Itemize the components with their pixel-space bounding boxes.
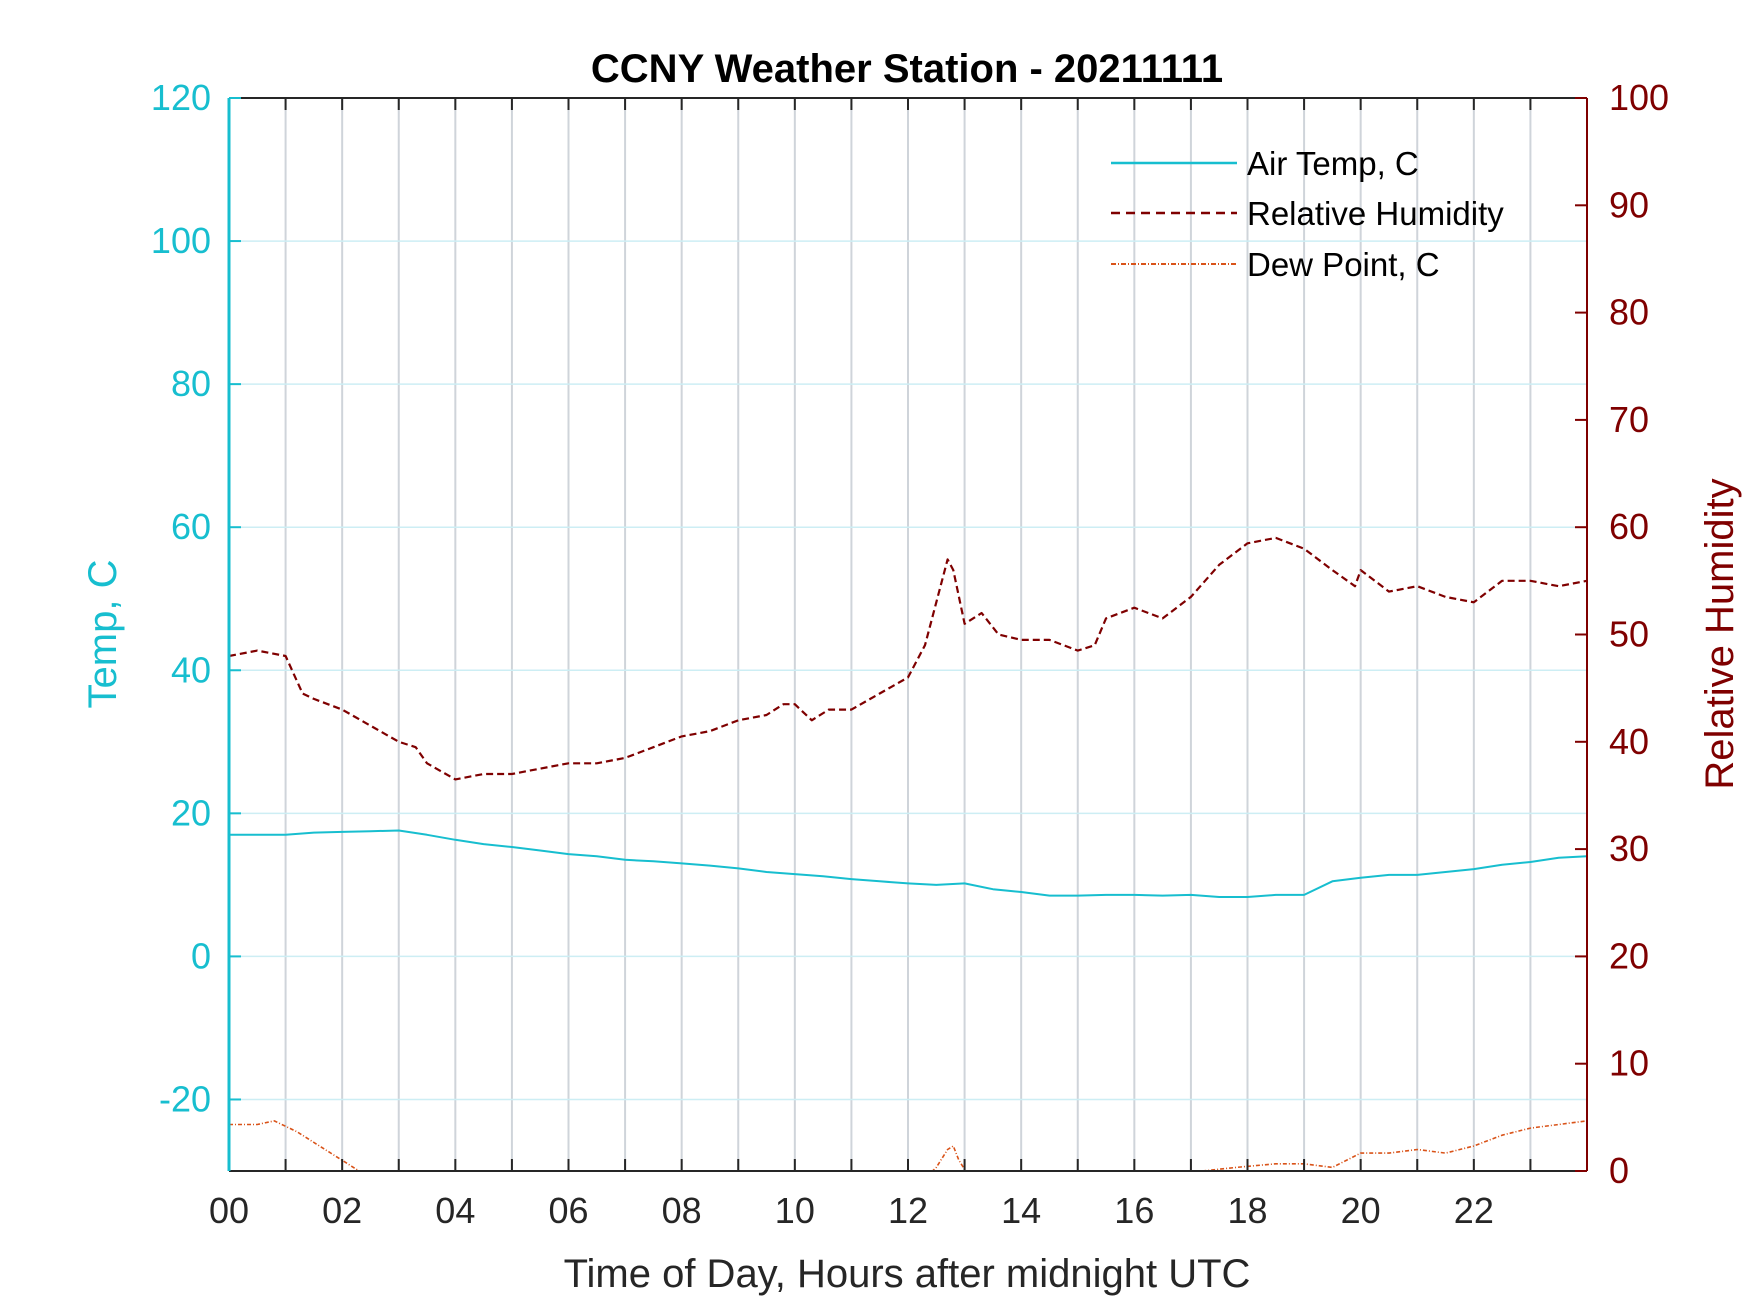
x-tick-label: 16	[1114, 1190, 1154, 1231]
y-axis-label-left: Temp, C	[81, 560, 125, 709]
legend-label-dew-point: Dew Point, C	[1247, 246, 1440, 283]
x-tick-label: 02	[322, 1190, 362, 1231]
x-tick-label: 04	[435, 1190, 475, 1231]
chart-title: CCNY Weather Station - 20211111	[591, 47, 1223, 91]
y-left-tick-label: 80	[171, 363, 211, 404]
y-right-tick-label: 20	[1609, 935, 1649, 976]
y-right-tick-label: 10	[1609, 1043, 1649, 1084]
grid	[229, 98, 1587, 1171]
legend-label-air-temp: Air Temp, C	[1247, 145, 1419, 182]
x-tick-label: 22	[1454, 1190, 1494, 1231]
legend-label-relative-humidity: Relative Humidity	[1247, 195, 1504, 232]
y-left-tick-label: -20	[159, 1078, 211, 1119]
y-right-tick-label: 90	[1609, 184, 1649, 225]
x-tick-label: 06	[548, 1190, 588, 1231]
series-line-air-temp-c	[229, 829, 1587, 898]
y-right-tick-label: 70	[1609, 399, 1649, 440]
series-line-dew-point-c	[229, 1120, 1587, 1171]
y-right-tick-label: 0	[1609, 1150, 1629, 1191]
x-tick-label: 18	[1227, 1190, 1267, 1231]
y-right-tick-label: 100	[1609, 77, 1669, 118]
y-left-tick-label: 0	[191, 935, 211, 976]
legend: Air Temp, C Relative Humidity Dew Point,…	[1111, 145, 1504, 283]
x-tick-label: 08	[662, 1190, 702, 1231]
x-tick-label: 10	[775, 1190, 815, 1231]
x-tick-label: 20	[1341, 1190, 1381, 1231]
y-right-tick-label: 60	[1609, 506, 1649, 547]
y-left-tick-label: 100	[151, 220, 211, 261]
y-right-tick-label: 40	[1609, 721, 1649, 762]
x-tick-label: 00	[209, 1190, 249, 1231]
plot-area	[229, 536, 1587, 1171]
y-right-tick-label: 50	[1609, 614, 1649, 655]
y-left-tick-label: 20	[171, 792, 211, 833]
y-right-tick-label: 30	[1609, 828, 1649, 869]
x-tick-label: 12	[888, 1190, 928, 1231]
x-tick-label: 14	[1001, 1190, 1041, 1231]
tick-labels: 00 02 04 06 08 10 12 14 16 18 20 22-200204060801001…	[151, 77, 1669, 1231]
y-left-tick-label: 40	[171, 649, 211, 690]
series-layer	[229, 536, 1587, 1171]
y-axis-label-right: Relative Humidity	[1698, 478, 1742, 789]
series-line-relative-humidity	[229, 536, 1587, 781]
x-axis-label: Time of Day, Hours after midnight UTC	[564, 1252, 1251, 1296]
y-left-tick-label: 120	[151, 77, 211, 118]
axes	[227, 97, 1588, 1172]
y-left-tick-label: 60	[171, 506, 211, 547]
y-right-tick-label: 80	[1609, 292, 1649, 333]
